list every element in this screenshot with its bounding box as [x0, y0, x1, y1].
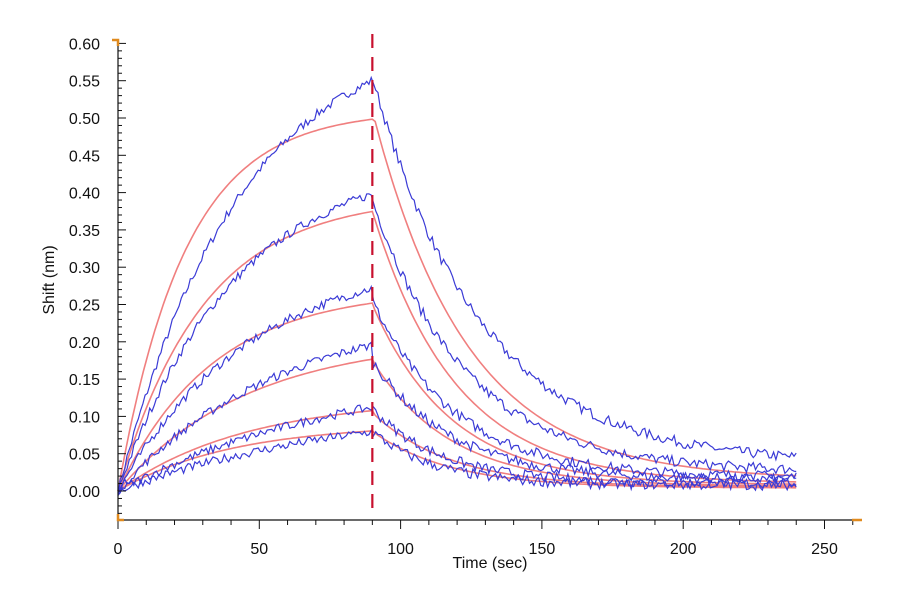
y-tick-label: 0.00 — [69, 484, 100, 501]
y-tick-label: 0.35 — [69, 223, 100, 240]
y-tick-label: 0.10 — [69, 409, 100, 426]
x-tick-label: 100 — [387, 541, 414, 558]
y-tick-label: 0.20 — [69, 335, 100, 352]
y-tick-label: 0.45 — [69, 148, 100, 165]
x-tick-label: 0 — [114, 541, 123, 558]
fit-curve-9 — [117, 358, 797, 492]
axes-layer: 0.00 0.05 0.10 0.15 0.20 0.25 0.30 0.35 0.40 0.45… — [69, 36, 862, 558]
y-axis-top-marker — [112, 38, 120, 46]
y-tick-label: 0.15 — [69, 372, 100, 389]
x-axis-title: Time (sec) — [453, 555, 528, 572]
measured-curve-0 — [117, 75, 797, 496]
y-axis-title: Shift (nm) — [41, 245, 58, 314]
x-tick-label: 50 — [250, 541, 268, 558]
measured-curve-5 — [117, 429, 797, 494]
x-tick-label: 150 — [529, 541, 556, 558]
curves-layer — [117, 75, 797, 496]
measured-curve-2 — [117, 284, 797, 495]
fit-curve-6 — [117, 118, 797, 492]
y-tick-label: 0.60 — [69, 36, 100, 53]
y-tick-label: 0.05 — [69, 447, 100, 464]
x-tick-label: 250 — [811, 541, 838, 558]
y-tick-label: 0.50 — [69, 111, 100, 128]
measured-curve-1 — [117, 193, 797, 494]
measured-curve-3 — [117, 341, 797, 496]
origin-marker — [116, 514, 124, 522]
x-tick-label: 200 — [670, 541, 697, 558]
fit-curve-8 — [117, 302, 797, 492]
y-tick-label: 0.25 — [69, 298, 100, 315]
y-tick-label: 0.55 — [69, 74, 100, 91]
measured-curve-4 — [117, 404, 797, 494]
y-tick-label: 0.30 — [69, 260, 100, 277]
y-tick-label: 0.40 — [69, 186, 100, 203]
